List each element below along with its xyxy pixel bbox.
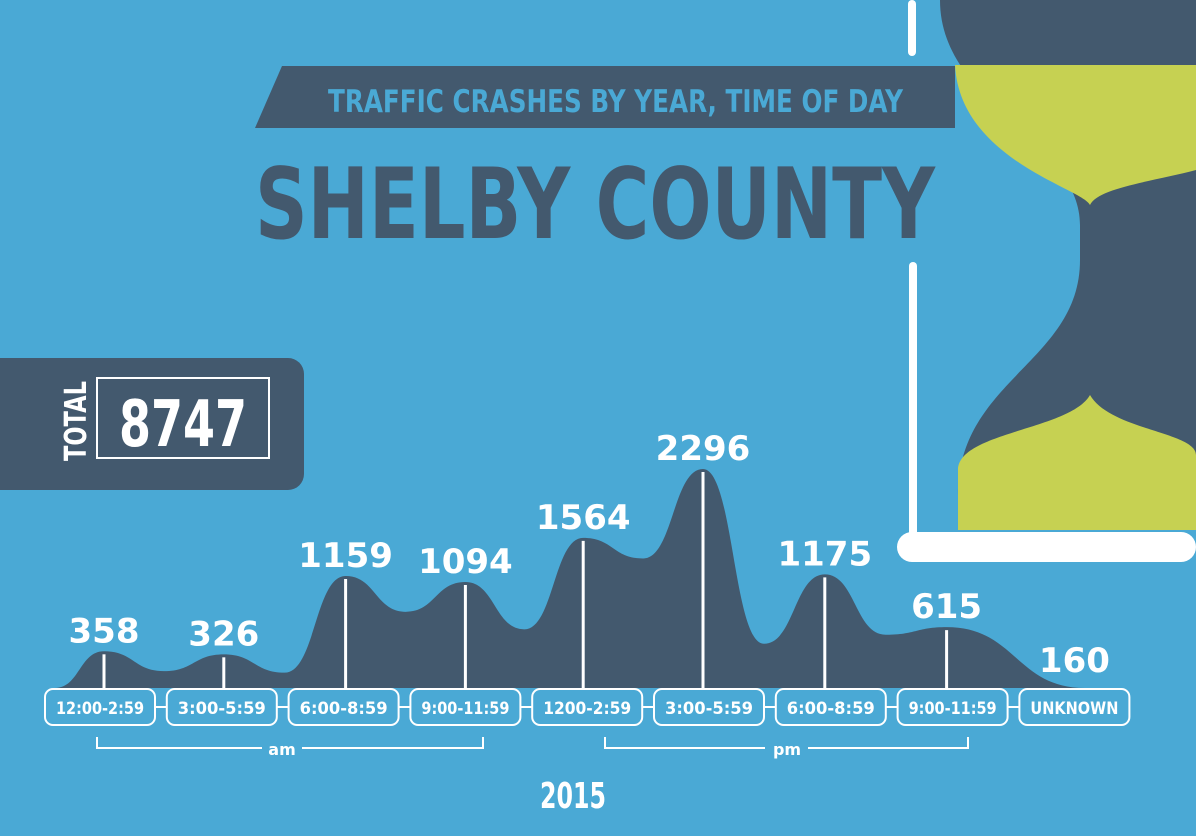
category-label: UNKNOWN [1030, 699, 1118, 719]
category-box [653, 688, 765, 726]
category-label: 12:00-2:59 [56, 699, 144, 719]
category-box [44, 688, 156, 726]
category-label: 1200-2:59 [543, 699, 631, 719]
category-label: 9:00-11:59 [909, 699, 997, 719]
category-box [165, 688, 278, 726]
subtitle-text: TRAFFIC CRASHES BY YEAR, TIME OF DAY [328, 84, 903, 120]
data-label: 160 [1039, 641, 1110, 681]
data-label: 326 [188, 614, 259, 654]
pm-bracket [604, 737, 969, 749]
category-box [287, 688, 400, 726]
crash-area [55, 468, 1085, 688]
category-box [531, 688, 644, 726]
data-label: 2296 [656, 429, 751, 469]
pm-label: pm [773, 740, 801, 759]
am-bracket [96, 737, 484, 749]
data-label: 1094 [418, 542, 513, 582]
data-label: 1175 [777, 534, 872, 574]
total-label: TOTAL [59, 381, 94, 461]
data-label: 615 [911, 587, 982, 627]
category-box [774, 688, 887, 726]
category-label: 9:00-11:59 [421, 699, 509, 719]
category-label: 3:00-5:59 [665, 699, 753, 719]
total-panel: TOTAL 8747 [0, 358, 304, 490]
category-label: 6:00-8:59 [300, 699, 388, 719]
category-box [896, 688, 1009, 726]
year-label: 2015 [540, 776, 606, 817]
category-box [409, 688, 522, 726]
category-label: 6:00-8:59 [787, 699, 875, 719]
page-title: SHELBY COUNTY [255, 148, 936, 262]
data-label: 1159 [298, 536, 393, 576]
total-value: 8747 [119, 388, 247, 462]
subtitle-banner [255, 66, 955, 128]
data-label: 358 [69, 611, 140, 651]
data-label: 1564 [536, 498, 631, 538]
category-label: 3:00-5:59 [178, 699, 266, 719]
category-box [1018, 688, 1131, 726]
am-label: am [268, 740, 295, 759]
hourglass-icon [897, 0, 1196, 562]
